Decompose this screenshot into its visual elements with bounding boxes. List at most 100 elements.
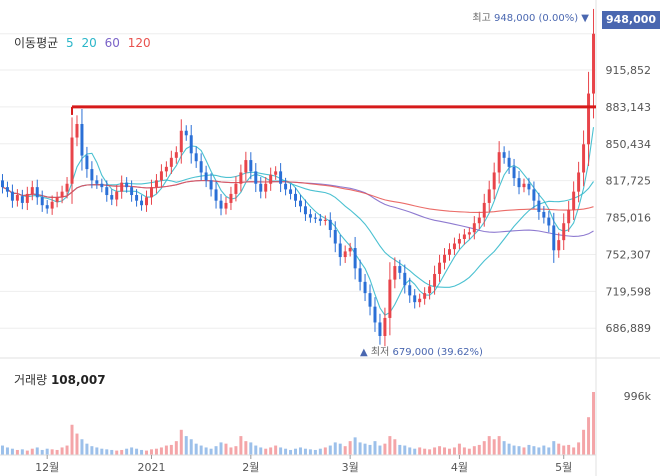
volume-bar bbox=[542, 445, 546, 455]
volume-bar bbox=[50, 449, 54, 455]
candle-body bbox=[577, 172, 581, 192]
candle-body bbox=[254, 171, 258, 184]
candle-body bbox=[130, 187, 134, 196]
candle-body bbox=[60, 191, 64, 198]
candle-body bbox=[383, 317, 387, 336]
candle-body bbox=[527, 183, 531, 190]
candle-body bbox=[512, 166, 516, 179]
volume-bar bbox=[557, 443, 561, 455]
low-price-label: ▲ 최저 679,000 (39.62%) bbox=[360, 343, 483, 358]
volume-bar bbox=[15, 449, 19, 455]
volume-bar bbox=[105, 449, 109, 455]
volume-bar bbox=[467, 448, 471, 455]
volume-bar bbox=[125, 448, 129, 455]
candle-body bbox=[115, 191, 119, 200]
volume-bar bbox=[194, 443, 198, 455]
volume-bar bbox=[95, 447, 99, 455]
candle-body bbox=[552, 225, 556, 251]
candle-body bbox=[537, 200, 541, 212]
legend-ma20[interactable]: 20 bbox=[81, 36, 97, 50]
candle-body bbox=[298, 200, 302, 207]
volume-bar bbox=[159, 447, 163, 455]
candle-body bbox=[149, 187, 153, 198]
candle-body bbox=[249, 160, 253, 172]
candle-body bbox=[303, 206, 307, 215]
legend-ma60[interactable]: 60 bbox=[104, 36, 120, 50]
volume-bar bbox=[388, 436, 392, 455]
volume-bar bbox=[318, 448, 322, 455]
volume-bar bbox=[527, 444, 531, 455]
volume-bar bbox=[363, 443, 367, 455]
candle-body bbox=[5, 187, 9, 192]
volume-bar bbox=[85, 443, 89, 455]
volume-bar bbox=[447, 448, 451, 455]
x-tick-label: 3월 bbox=[342, 461, 359, 474]
candle-body bbox=[403, 272, 407, 286]
volume-bar bbox=[428, 449, 432, 455]
y-tick-label: 883,143 bbox=[606, 101, 652, 114]
candle-body bbox=[472, 223, 476, 233]
candle-body bbox=[269, 174, 273, 184]
volume-bar bbox=[552, 441, 556, 455]
ma5-line bbox=[2, 127, 595, 316]
volume-bar bbox=[289, 449, 293, 455]
candle-body bbox=[55, 197, 59, 202]
volume-bar bbox=[110, 449, 114, 455]
candle-body bbox=[477, 217, 481, 224]
volume-bar bbox=[308, 449, 312, 455]
volume-bar bbox=[512, 445, 516, 455]
candle-body bbox=[65, 183, 69, 192]
candle-body bbox=[373, 306, 377, 323]
candle-body bbox=[90, 169, 94, 181]
y-tick-label: 719,598 bbox=[606, 285, 652, 298]
y-tick-label: 817,725 bbox=[606, 175, 652, 188]
volume-bar bbox=[398, 444, 402, 455]
volume-bar bbox=[567, 444, 571, 455]
volume-bar bbox=[115, 450, 119, 455]
volume-bar bbox=[25, 450, 29, 455]
resistance-line bbox=[71, 105, 596, 115]
volume-bar bbox=[140, 449, 144, 455]
volume-bar bbox=[40, 449, 44, 455]
candle-body bbox=[467, 232, 471, 235]
candle-body bbox=[15, 195, 19, 201]
candle-body bbox=[368, 293, 372, 307]
candle-body bbox=[120, 182, 124, 192]
candle-body bbox=[502, 152, 506, 158]
volume-axis-label: 996k bbox=[624, 390, 652, 403]
candle-body bbox=[567, 209, 571, 224]
volume-bar bbox=[487, 436, 491, 455]
volume-bars: 996k bbox=[0, 390, 652, 455]
volume-bar bbox=[229, 447, 233, 455]
candle-body bbox=[0, 180, 4, 188]
candle-body bbox=[259, 183, 263, 192]
x-tick-label: 2021 bbox=[137, 461, 165, 474]
volume-bar bbox=[443, 447, 447, 455]
candle-body bbox=[338, 243, 342, 258]
volume-bar bbox=[204, 447, 208, 455]
candle-body bbox=[582, 144, 586, 173]
candle-body bbox=[30, 187, 34, 194]
ma60-line bbox=[2, 180, 594, 237]
candle-body bbox=[154, 180, 158, 188]
y-tick-label: 686,889 bbox=[606, 322, 652, 335]
candle-body bbox=[487, 189, 491, 203]
candle-body bbox=[45, 205, 49, 209]
volume-bar bbox=[562, 445, 566, 455]
volume-bar bbox=[577, 442, 581, 455]
volume-bar bbox=[572, 447, 576, 455]
volume-bar bbox=[358, 442, 362, 455]
legend-ma5[interactable]: 5 bbox=[66, 36, 74, 50]
candle-body bbox=[25, 193, 29, 203]
volume-bar bbox=[338, 443, 342, 455]
volume-bar bbox=[418, 447, 422, 455]
candle-body bbox=[587, 93, 591, 145]
candle-body bbox=[199, 161, 203, 173]
volume-title: 거래량 108,007 bbox=[14, 371, 106, 388]
volume-bar bbox=[378, 445, 382, 455]
volume-bar bbox=[184, 436, 188, 455]
candle-body bbox=[174, 152, 178, 158]
volume-bar bbox=[209, 448, 213, 455]
legend-ma120[interactable]: 120 bbox=[127, 36, 151, 50]
